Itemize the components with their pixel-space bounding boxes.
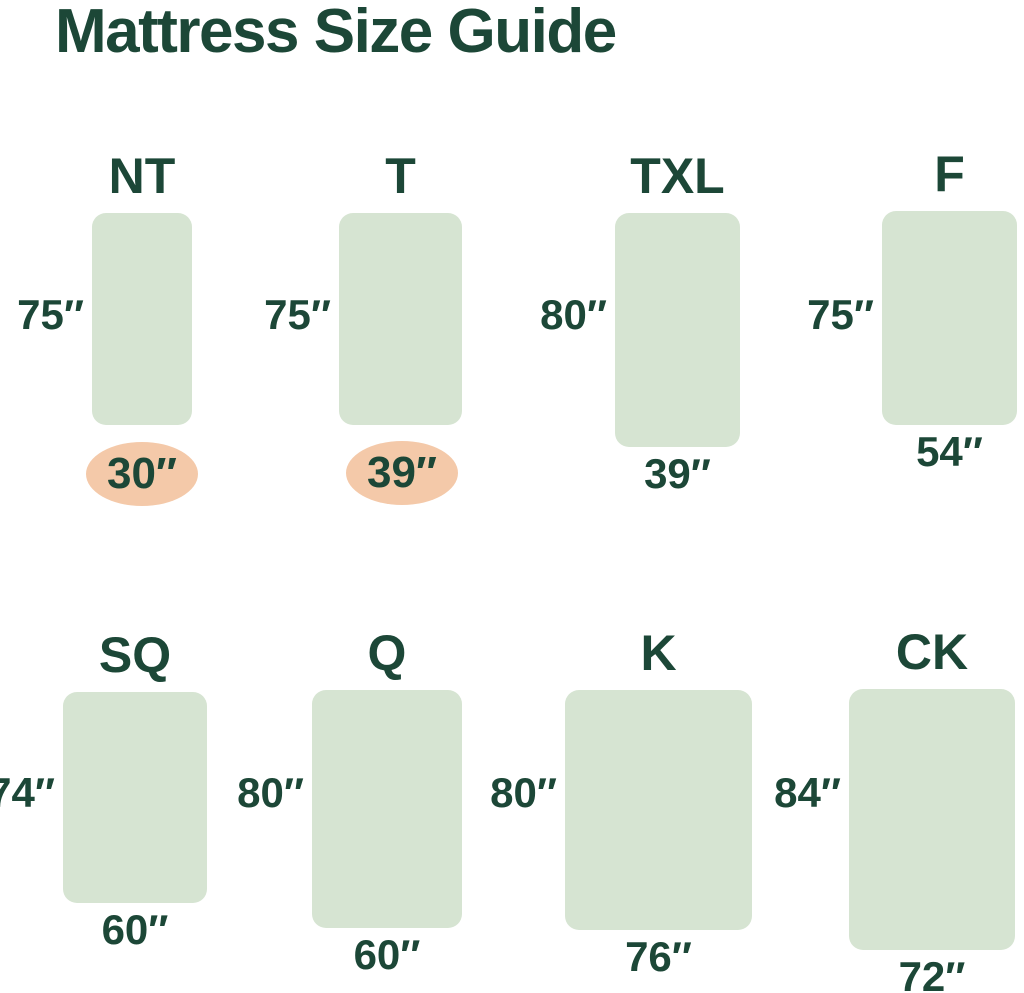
mattress-code-label-nt: NT: [108, 148, 176, 204]
mattress-height-label-ck: 84″: [774, 769, 841, 816]
mattress-rect-nt: [92, 213, 192, 425]
mattress-height-label-sq: 74″: [0, 769, 55, 816]
mattress-code-label-txl: TXL: [630, 148, 725, 204]
mattress-rect-t: [339, 213, 462, 425]
mattress-width-highlight-nt: 30″: [86, 442, 198, 506]
mattress-code-label-k: K: [640, 625, 677, 681]
mattress-width-label-q: 60″: [353, 931, 421, 978]
mattress-rect-txl: [615, 213, 740, 447]
mattress-rect-q: [312, 690, 462, 928]
mattress-code-label-ck: CK: [895, 624, 969, 680]
mattress-width-label-f: 54″: [916, 428, 983, 475]
mattress-code-label-q: Q: [367, 625, 407, 681]
mattress-height-label-t: 75″: [264, 291, 331, 338]
mattress-rect-f: [882, 211, 1017, 425]
mattress-code-label-t: T: [385, 148, 416, 204]
mattress-rect-ck: [849, 689, 1015, 950]
mattress-height-label-q: 80″: [237, 769, 304, 816]
mattress-width-highlight-t: 39″: [346, 441, 458, 505]
page-title: Mattress Size Guide: [55, 0, 617, 66]
mattress-width-label-ck: 72″: [898, 953, 966, 993]
mattress-code-label-f: F: [934, 146, 965, 202]
mattress-rect-k: [565, 690, 752, 930]
mattress-rect-sq: [63, 692, 207, 903]
mattress-width-label-k: 76″: [625, 933, 692, 980]
mattress-height-label-f: 75″: [807, 291, 874, 338]
mattress-width-label-txl: 39″: [644, 450, 711, 497]
mattress-height-label-txl: 80″: [540, 291, 607, 338]
mattress-code-label-sq: SQ: [98, 627, 172, 683]
mattress-height-label-k: 80″: [490, 769, 557, 816]
mattress-width-label-sq: 60″: [101, 906, 169, 953]
mattress-height-label-nt: 75″: [17, 291, 84, 338]
